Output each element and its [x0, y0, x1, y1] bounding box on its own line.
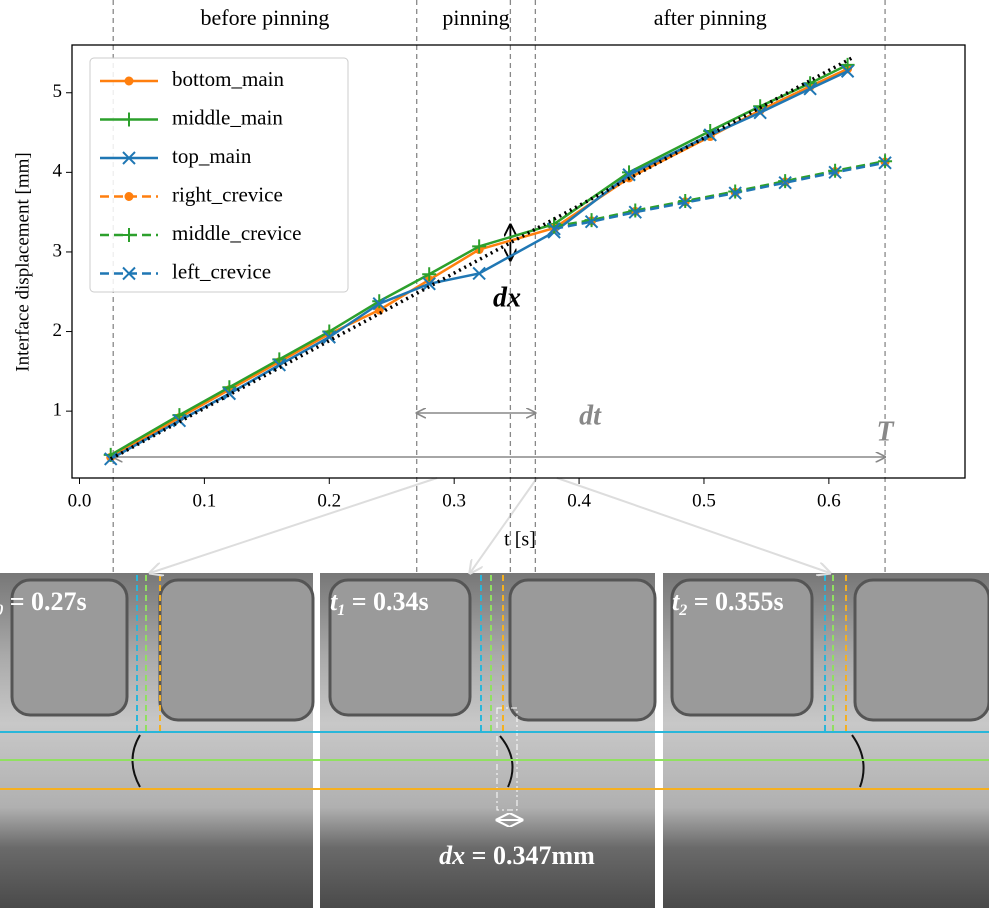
marker	[678, 195, 692, 210]
dx-annotation: dx	[493, 282, 521, 313]
plot-frame	[71, 44, 966, 479]
marker	[778, 175, 792, 190]
photo-2	[663, 573, 989, 908]
marker	[222, 386, 237, 401]
x-tick-label: 0.4	[567, 490, 591, 511]
x-tick-label: 0.3	[442, 490, 466, 511]
marker	[584, 214, 599, 229]
panel-label-part: 0	[0, 602, 3, 619]
panel-label-part: 1	[337, 602, 345, 619]
x-tick-label: 0.1	[193, 490, 217, 511]
photo-panels	[0, 477, 989, 908]
panel-label: t2 = 0.355s	[672, 587, 784, 619]
panel-label: t0 = 0.27s	[0, 587, 87, 619]
legend-label: bottom_main	[172, 67, 284, 91]
x-tick-label: 0.5	[692, 490, 716, 511]
marker	[472, 239, 487, 254]
y-axis-label: Interface displacement [mm]	[12, 152, 33, 371]
marker	[104, 452, 118, 466]
marker	[122, 266, 136, 281]
legend-label: right_crevice	[172, 182, 283, 206]
y-tick-label: 5	[53, 81, 63, 102]
region-label: pinning	[442, 5, 509, 30]
panel-label-part: = 0.355s	[687, 587, 783, 616]
series-line	[110, 67, 849, 459]
marker	[422, 267, 437, 282]
marker	[728, 186, 742, 200]
marker	[122, 228, 136, 242]
photo-0	[0, 573, 315, 908]
marker	[828, 165, 842, 180]
marker	[322, 330, 336, 344]
marker	[628, 205, 642, 219]
measurement-label: dx = 0.347mm	[439, 841, 595, 870]
marker	[622, 168, 636, 182]
panel-label-part: t	[672, 587, 680, 616]
panel-label-part: = 0.27s	[3, 587, 86, 616]
marker	[547, 219, 562, 234]
marker	[878, 154, 893, 169]
y-tick-label: 4	[53, 161, 63, 182]
marker	[472, 266, 486, 281]
y-tick-label: 1	[53, 399, 63, 420]
series-line	[553, 161, 886, 231]
marker	[878, 156, 892, 170]
measurement-value: = 0.347mm	[465, 841, 595, 870]
marker	[547, 222, 561, 236]
marker	[422, 277, 436, 291]
marker	[703, 128, 717, 142]
marker	[840, 64, 855, 78]
marker	[122, 112, 136, 127]
x-axis-label: t [s]	[504, 529, 536, 551]
legend-box	[89, 57, 349, 293]
x-tick-label: 0.2	[317, 490, 341, 511]
x-tick-label: 0.0	[68, 490, 92, 511]
legend-label: top_main	[172, 144, 252, 168]
y-tick-label: 3	[53, 240, 63, 261]
marker	[222, 380, 237, 395]
marker	[372, 296, 386, 311]
panel-label: t1 = 0.34s	[330, 587, 429, 619]
T-annotation: T	[876, 416, 895, 447]
legend-label: middle_crevice	[172, 221, 301, 245]
y-tick-label: 2	[53, 320, 63, 341]
dt-annotation: dt	[579, 400, 602, 431]
measurement-var: dx	[439, 841, 465, 870]
panel-label-part: = 0.34s	[345, 587, 428, 616]
region-label: before pinning	[201, 5, 330, 30]
legend-label: middle_main	[172, 105, 283, 129]
marker	[840, 57, 855, 72]
panel-label-part: 2	[678, 602, 687, 619]
photo-1	[320, 573, 657, 908]
panel-label-part: t	[330, 587, 338, 616]
x-tick-label: 0.6	[817, 490, 841, 511]
marker	[678, 194, 693, 209]
marker	[124, 76, 134, 86]
marker	[753, 105, 767, 120]
marker	[803, 82, 817, 96]
region-label: after pinning	[654, 5, 767, 30]
legend-label: left_crevice	[172, 259, 271, 283]
marker	[828, 163, 843, 178]
series-line	[110, 63, 849, 456]
series-line	[553, 159, 886, 228]
marker	[122, 151, 136, 165]
marker	[124, 192, 134, 201]
